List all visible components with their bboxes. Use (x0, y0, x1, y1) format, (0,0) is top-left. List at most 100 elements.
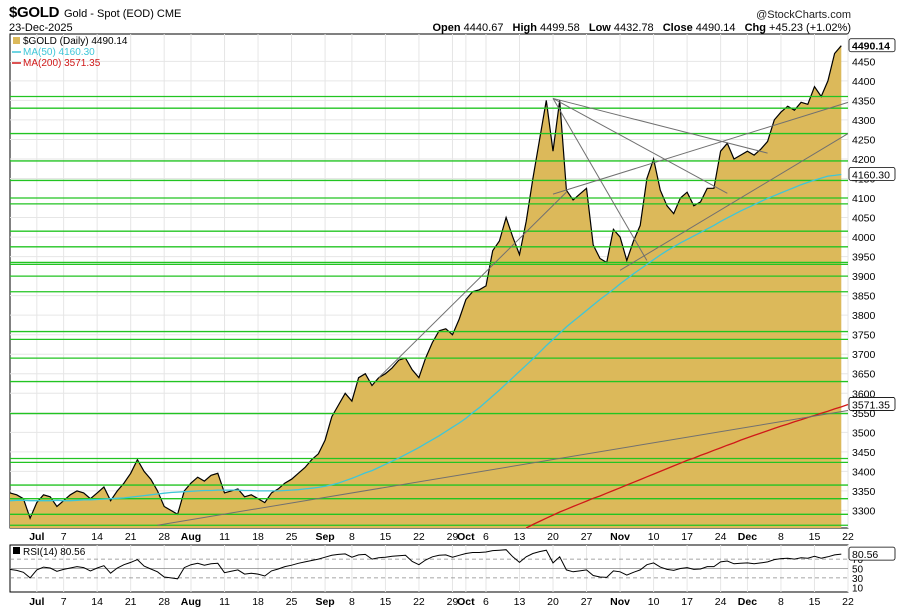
last-ma200-label: 3571.35 (852, 399, 890, 411)
x-tick-label: Oct (457, 531, 475, 543)
legend-price: $GOLD (Daily) 4490.14 (23, 36, 128, 47)
x-tick-label-bottom: 15 (380, 596, 392, 608)
high-label: High (512, 22, 537, 34)
x-tick-label-bottom: Jul (29, 596, 44, 608)
x-tick-label: 10 (648, 531, 660, 543)
rsi-legend: RSI(14) 80.56 (23, 547, 86, 558)
x-tick-label-bottom: 13 (514, 596, 526, 608)
y-tick-label: 3800 (852, 310, 876, 322)
last-ma200-label-box (848, 397, 896, 411)
x-tick-label: Nov (610, 531, 630, 543)
last-ma50-label-box (848, 167, 896, 181)
x-tick-label: 29 (447, 531, 459, 543)
trend-line (552, 101, 849, 195)
y-tick-label: 3750 (852, 330, 876, 342)
x-tick-label-bottom: 27 (581, 596, 593, 608)
x-tick-label-bottom: 28 (158, 596, 170, 608)
x-tick-label-bottom: 14 (91, 596, 103, 608)
open-label: Open (432, 22, 461, 34)
x-tick-label: 6 (483, 531, 489, 543)
ma50-line (9, 173, 842, 502)
x-tick-label-bottom: Oct (457, 596, 475, 608)
x-tick-label-bottom: 22 (413, 596, 425, 608)
x-tick-label-bottom: 24 (715, 596, 727, 608)
price-panel: 3300335034003450350035503600365037003750… (9, 33, 896, 529)
chg-label: Chg (744, 22, 766, 34)
close-value: 4490.14 (695, 22, 736, 34)
y-tick-label: 3500 (852, 427, 876, 439)
x-tick-label: 7 (61, 531, 67, 543)
legend-ma50: MA(50) 4160.30 (23, 47, 95, 58)
y-tick-label: 4300 (852, 115, 876, 127)
x-tick-label-bottom: Aug (181, 596, 201, 608)
last-price-label: 4490.14 (852, 41, 890, 53)
y-tick-label: 3700 (852, 349, 876, 361)
y-tick-label: 4350 (852, 95, 876, 107)
x-tick-label: 21 (125, 531, 137, 543)
low-value: 4432.78 (613, 22, 654, 34)
x-tick-label: 28 (158, 531, 170, 543)
x-tick-label: Jul (29, 531, 44, 543)
last-ma50-label: 4160.30 (852, 169, 890, 181)
rsi-tick-label: 10 (852, 583, 864, 594)
stockcharts-watermark: @StockCharts.com (756, 9, 851, 21)
high-value: 4499.58 (540, 22, 580, 34)
rsi-tick-label: 30 (852, 574, 864, 585)
y-tick-label: 3350 (852, 486, 876, 498)
x-tick-label-bottom: 6 (483, 596, 489, 608)
open-value: 4440.67 (463, 22, 504, 34)
ma200-line (525, 403, 849, 529)
y-tick-label: 3900 (852, 271, 876, 283)
x-tick-label: 15 (380, 531, 392, 543)
x-tick-label: 14 (91, 531, 103, 543)
trend-line (378, 191, 567, 379)
x-tick-label-bottom: 20 (547, 596, 559, 608)
x-tick-label-bottom: 8 (349, 596, 355, 608)
x-tick-label: 8 (778, 531, 784, 543)
trend-line (552, 97, 768, 154)
rsi-last-label: 80.56 (852, 549, 878, 561)
y-tick-label: 3450 (852, 447, 876, 459)
x-tick-label-bottom: Dec (738, 596, 757, 608)
x-tick-label-bottom: 8 (778, 596, 784, 608)
x-tick-label: Dec (738, 531, 757, 543)
x-tick-label-bottom: 11 (219, 596, 230, 608)
x-tick-label: 25 (286, 531, 298, 543)
x-tick-label: 11 (219, 531, 230, 543)
close-label: Close (662, 22, 693, 34)
x-tick-label: 18 (252, 531, 264, 543)
x-tick-label-bottom: 25 (286, 596, 298, 608)
y-tick-label: 4400 (852, 76, 876, 88)
x-tick-label-bottom: 10 (648, 596, 660, 608)
x-tick-label-bottom: 22 (842, 596, 854, 608)
x-tick-label-bottom: 18 (252, 596, 264, 608)
last-price-label-box (848, 38, 896, 53)
y-tick-label: 3300 (852, 505, 876, 517)
x-tick-label: 15 (809, 531, 821, 543)
rsi-line (9, 549, 842, 580)
x-tick-label: 17 (681, 531, 693, 543)
x-tick-label: 8 (349, 531, 355, 543)
x-tick-label: 22 (413, 531, 425, 543)
chart-description: Gold - Spot (EOD) CME (64, 8, 182, 20)
low-label: Low (588, 22, 611, 34)
y-tick-label: 4000 (852, 232, 876, 244)
x-tick-label: 22 (842, 531, 854, 543)
y-tick-label: 4250 (852, 134, 876, 146)
y-tick-label: 4450 (852, 56, 876, 68)
y-tick-label: 4200 (852, 154, 876, 166)
chart-date: 23-Dec-2025 (9, 22, 73, 34)
trend-line (619, 133, 849, 271)
x-tick-label-bottom: 15 (809, 596, 821, 608)
chg-value: +45.23 (+1.02%) (769, 22, 851, 34)
price-area (10, 45, 842, 528)
x-tick-label: 13 (514, 531, 526, 543)
rsi-tick-label: 50 (852, 565, 864, 576)
y-tick-label: 4100 (852, 193, 876, 205)
x-tick-label: 24 (715, 531, 727, 543)
rsi-last-box (848, 546, 896, 561)
x-tick-label-bottom: Sep (315, 596, 334, 608)
